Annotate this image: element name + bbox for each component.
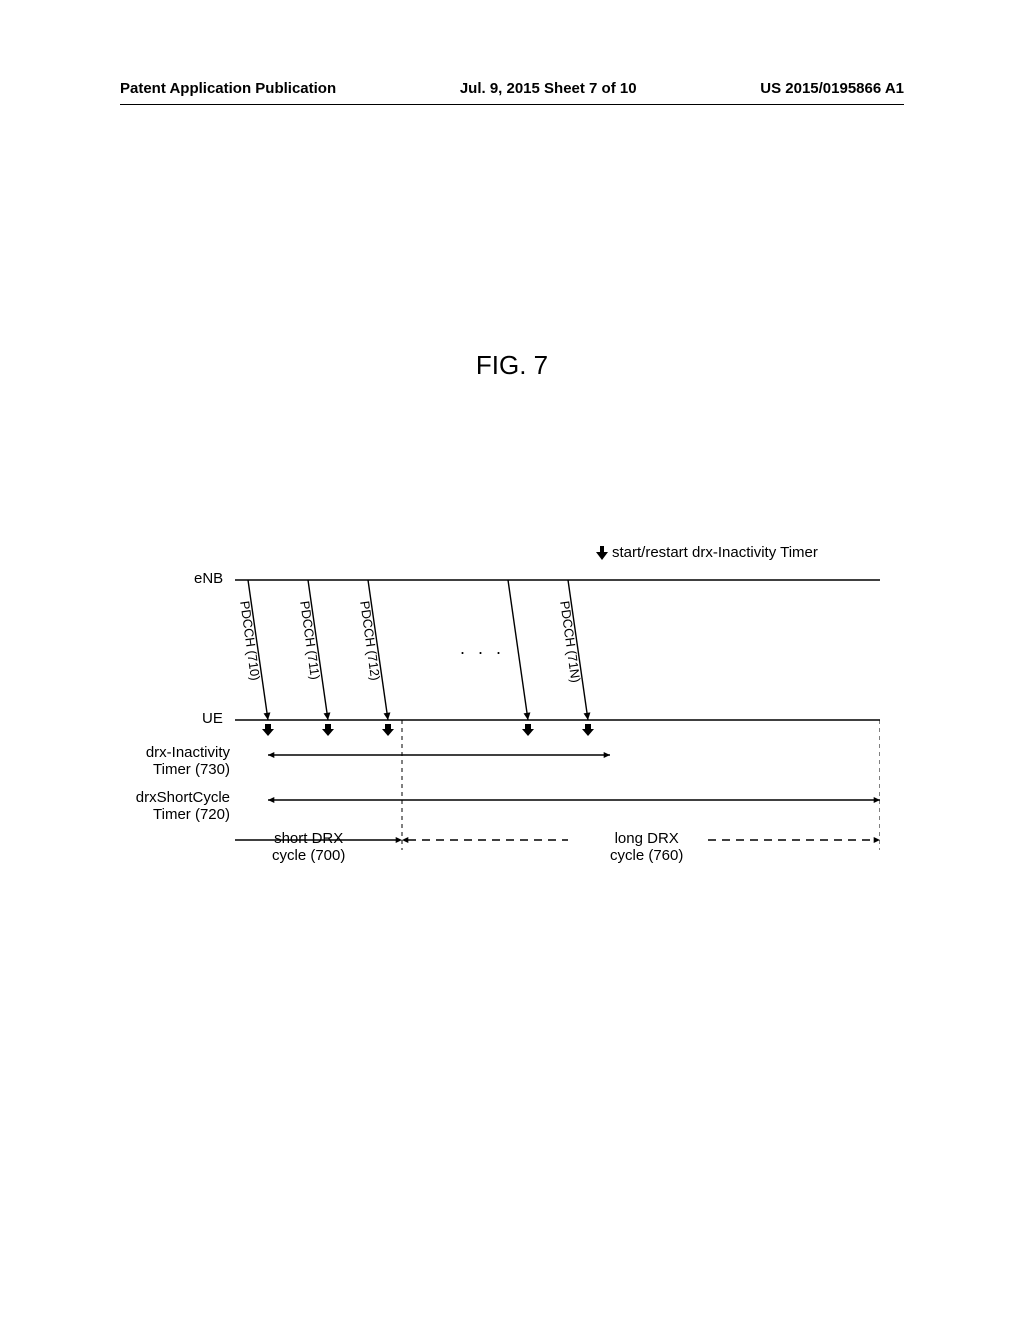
drx-short-cycle-text: drxShortCycle Timer (720)	[120, 789, 230, 824]
short-drx-label: short DRX cycle (700)	[272, 830, 345, 865]
enb-label: eNB	[194, 570, 223, 587]
header-rule	[120, 104, 904, 105]
drx-short-cycle-label: drxShortCycle Timer (720)	[120, 789, 230, 824]
page-header: Patent Application Publication Jul. 9, 2…	[0, 80, 1024, 97]
drx-timing-diagram: start/restart drx-Inactivity Timer eNB U…	[180, 540, 880, 900]
short-drx-text: short DRX cycle (700)	[272, 830, 345, 865]
header-right: US 2015/0195866 A1	[760, 80, 904, 97]
header-center: Jul. 9, 2015 Sheet 7 of 10	[460, 80, 637, 97]
long-drx-text: long DRX cycle (760)	[610, 830, 683, 865]
legend-text: start/restart drx-Inactivity Timer	[612, 544, 818, 561]
long-drx-label: long DRX cycle (760)	[610, 830, 683, 865]
legend-marker-icon	[596, 546, 608, 565]
figure-title: FIG. 7	[0, 350, 1024, 381]
ue-label: UE	[202, 710, 223, 727]
ellipsis: . . .	[460, 638, 505, 659]
drx-inactivity-text: drx-Inactivity Timer (730)	[120, 744, 230, 779]
header-left: Patent Application Publication	[120, 80, 336, 97]
drx-inactivity-label: drx-Inactivity Timer (730)	[120, 744, 230, 779]
